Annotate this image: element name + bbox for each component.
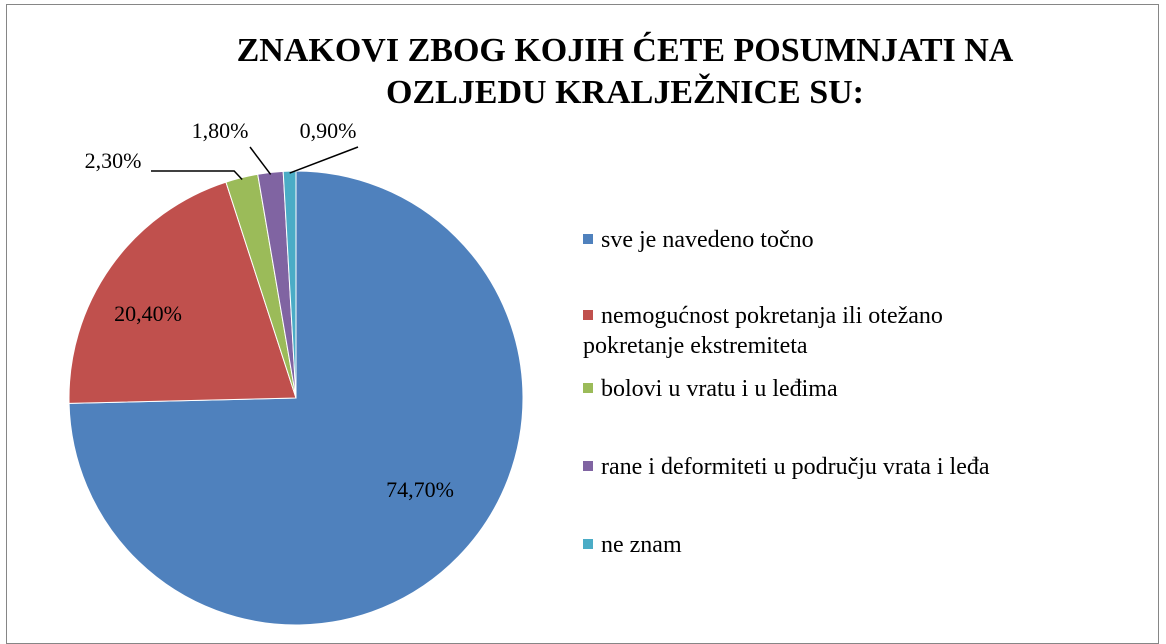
data-label: 1,80% bbox=[192, 118, 249, 143]
chart-title: ZNAKOVI ZBOG KOJIH ĆETE POSUMNJATI NA OZ… bbox=[236, 32, 1014, 111]
legend-label: sve je navedeno točno bbox=[601, 227, 814, 253]
data-label: 0,90% bbox=[300, 118, 357, 143]
legend-swatch bbox=[583, 234, 593, 245]
legend-swatch bbox=[583, 310, 593, 321]
data-label: 2,30% bbox=[85, 148, 142, 173]
pie-slice bbox=[68, 170, 524, 626]
leader-line bbox=[289, 146, 359, 174]
legend-label: rane i deformiteti u području vrata i le… bbox=[601, 454, 990, 480]
legend-label: ne znam bbox=[601, 532, 682, 558]
leader-line bbox=[151, 170, 243, 181]
legend-label: bolovi u vratu i u leđima bbox=[601, 376, 838, 402]
legend-item: ne znam bbox=[583, 530, 1143, 560]
legend-swatch bbox=[583, 383, 593, 394]
legend-label: nemogućnost pokretanja ili otežano pokre… bbox=[583, 303, 943, 359]
data-label: 20,40% bbox=[114, 301, 182, 326]
legend-swatch bbox=[583, 461, 593, 472]
legend-item: rane i deformiteti u području vrata i le… bbox=[583, 452, 1143, 482]
legend-item: bolovi u vratu i u leđima bbox=[583, 374, 1143, 404]
data-label: 74,70% bbox=[386, 477, 454, 502]
leader-line bbox=[249, 146, 272, 175]
legend-item: nemogućnost pokretanja ili otežano pokre… bbox=[583, 301, 1043, 361]
legend-item: sve je navedeno točno bbox=[583, 225, 1143, 255]
pie-slice bbox=[68, 181, 297, 404]
legend-swatch bbox=[583, 539, 593, 550]
